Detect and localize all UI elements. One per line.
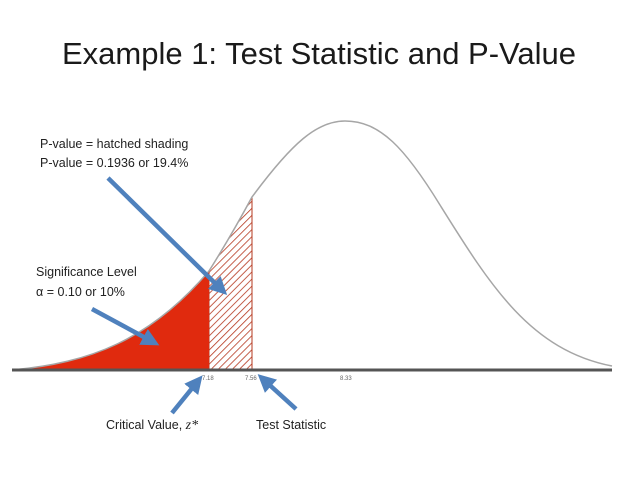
- critical-value-label: Critical Value, z*: [106, 417, 198, 434]
- alpha-symbol: α: [36, 285, 44, 299]
- significance-region: [12, 271, 209, 370]
- significance-arrow: [90, 307, 160, 346]
- critical-value-arrow: [170, 375, 203, 415]
- test-statistic-label: Test Statistic: [256, 418, 327, 432]
- alpha-value-text: = 0.10 or 10%: [46, 285, 125, 299]
- tick-label: 7.56: [245, 376, 257, 382]
- pvalue-definition-label: P-value = hatched shading: [40, 137, 189, 151]
- tick-label: 7.18: [202, 376, 214, 382]
- critical-value-text: Critical Value,: [106, 418, 183, 432]
- test-statistic-arrow: [257, 374, 298, 411]
- pvalue-arrow: [106, 176, 228, 296]
- bell-curve: [11, 120, 613, 371]
- tick-label: 8.33: [340, 376, 352, 382]
- slide-title: Example 1: Test Statistic and P-Value: [61, 36, 577, 71]
- alpha-value-label: α = 0.10 or 10%: [36, 284, 125, 301]
- significance-level-label: Significance Level: [36, 265, 137, 279]
- pvalue-value-label: P-value = 0.1936 or 19.4%: [40, 156, 189, 170]
- z-star-symbol: z*: [185, 418, 199, 433]
